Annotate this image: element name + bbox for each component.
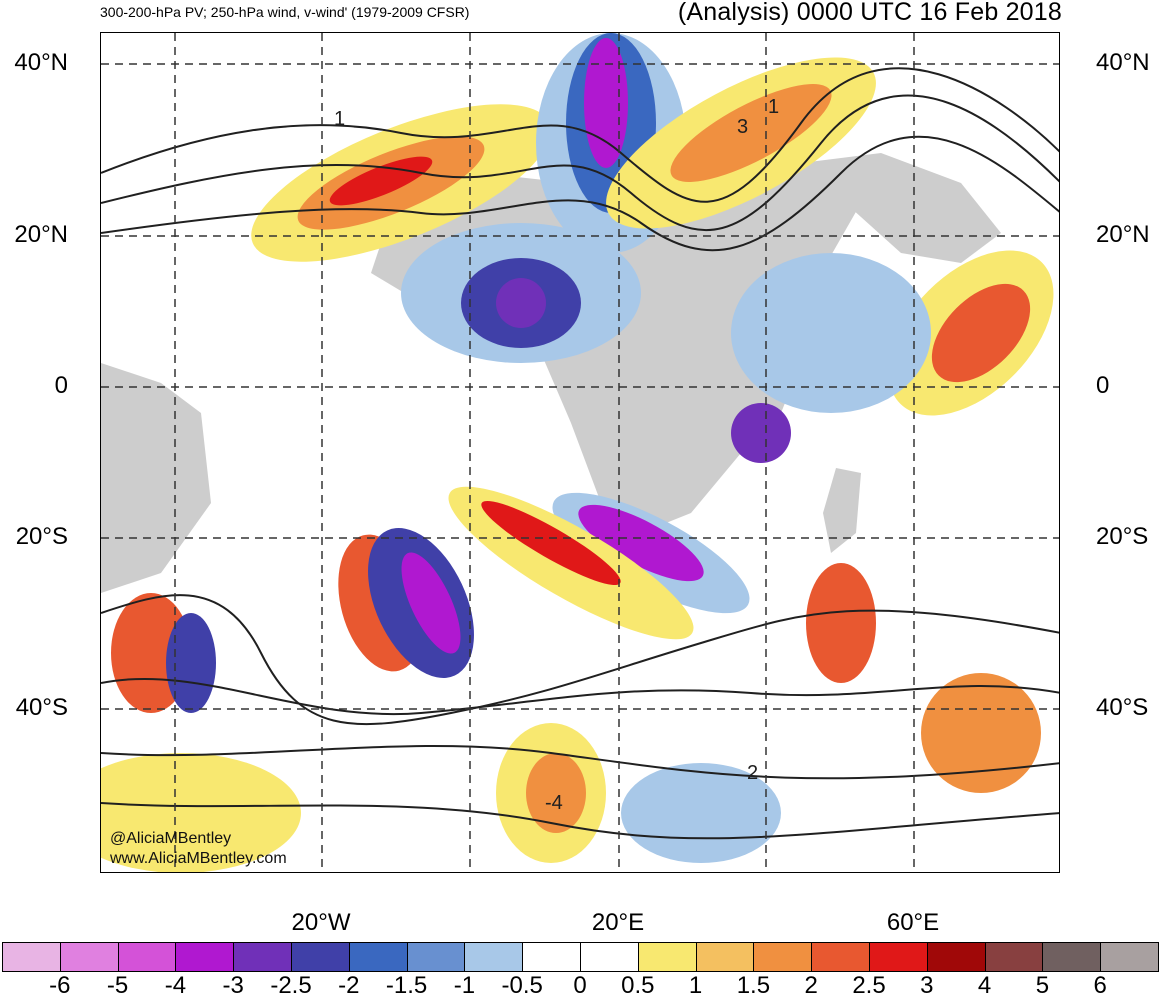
colorbar-swatch [1042, 942, 1102, 972]
colorbar-label: -6 [49, 972, 71, 999]
colorbar-label: 3 [920, 972, 934, 999]
colorbar-swatch [695, 942, 755, 972]
colorbar-swatch [59, 942, 119, 972]
contour-label: -4 [545, 792, 563, 814]
land-arabia [801, 153, 1001, 263]
lon-label: 20°E [591, 909, 645, 936]
colorbar-swatch [811, 942, 870, 972]
credit-site: www.AliciaMBentley.com [110, 850, 287, 867]
contour-label: 1 [768, 96, 779, 118]
field-patch [329, 156, 433, 206]
colorbar-swatch [637, 942, 697, 972]
graticule [101, 33, 1059, 872]
credit-handle: @AliciaMBentley [110, 830, 232, 847]
lon-label: 60°E [886, 909, 940, 936]
colorbar-swatch [406, 942, 466, 972]
land-madagascar [823, 468, 861, 553]
map-panel: 1 3 1 2 -4 [100, 32, 1060, 873]
contour-line [101, 594, 1059, 726]
shaded-fields [101, 33, 1054, 872]
colorbar-label: -1.5 [385, 972, 428, 999]
colorbar-label: 6 [1093, 972, 1107, 999]
lat-label-right: 0 [1096, 372, 1110, 399]
colorbar-label: 0.5 [621, 972, 655, 999]
contour-lines [101, 67, 1059, 840]
field-patch [731, 403, 791, 463]
contour-line [101, 94, 1059, 232]
lat-label-right: 40°N [1096, 49, 1150, 76]
colorbar-label: 1.5 [736, 972, 771, 999]
colorbar-label: 1 [688, 972, 703, 999]
field-patch [166, 613, 216, 713]
lat-label-left: 40°N [14, 49, 68, 76]
colorbar-swatch [579, 942, 639, 972]
colorbar-label: -0.5 [501, 972, 543, 999]
colorbar-label: -4 [164, 972, 187, 999]
colorbar-label: -2 [338, 972, 360, 999]
field-patch [670, 84, 832, 182]
colorbar-label: 2.5 [852, 972, 886, 999]
colorbar-swatch [984, 942, 1044, 972]
colorbar-swatch [926, 942, 986, 972]
chart-title: (Analysis) 0000 UTC 16 Feb 2018 [677, 0, 1062, 26]
colorbar-swatch [868, 942, 928, 972]
lat-label-left: 0 [54, 372, 68, 399]
chart-subtitle: 300-200-hPa PV; 250-hPa wind, v-wind' (1… [100, 4, 470, 20]
colorbar-label: 0 [573, 972, 587, 999]
contour-line [101, 135, 1059, 252]
contour-label: 1 [334, 108, 345, 130]
lon-label: 20°W [291, 909, 351, 936]
lat-label-right: 20°S [1096, 523, 1149, 550]
colorbar-swatch [175, 942, 235, 972]
field-patch [481, 500, 621, 586]
lat-label-right: 20°N [1096, 221, 1150, 248]
colorbar-label: 4 [977, 972, 992, 999]
colorbar-label: 5 [1035, 972, 1050, 999]
colorbar-swatch [348, 942, 408, 972]
field-patch [921, 673, 1041, 793]
colorbar-swatch [117, 942, 177, 972]
contour-label: 3 [737, 116, 748, 138]
colorbar-swatch [2, 942, 61, 972]
colorbar-label: -3 [222, 972, 244, 999]
colorbar-label: -1 [453, 972, 476, 999]
field-patch [526, 753, 586, 833]
colorbar-swatch [1100, 942, 1159, 972]
land-south-america [101, 363, 211, 593]
colorbar-swatch [233, 942, 292, 972]
colorbar-swatch [753, 942, 813, 972]
field-patch [806, 563, 876, 683]
lat-label-right: 40°S [1096, 694, 1149, 721]
contour-line [101, 67, 1059, 203]
contour-line [101, 677, 1059, 716]
colorbar-swatch [464, 942, 524, 972]
field-patch [401, 552, 461, 654]
colorbar-label: -5 [106, 972, 129, 999]
field-patch [101, 753, 301, 872]
field-patch [931, 283, 1031, 383]
field-patch [584, 38, 628, 168]
colorbar-labels: -6 -5 -4 -3 -2.5 -2 -1.5 -1 -0.5 0 0.5 1 1.5 2 2.5 3 4 5 6 [0, 973, 1160, 999]
colorbar-label: -2.5 [270, 972, 312, 999]
contour-labels: 1 3 1 2 -4 [334, 96, 779, 814]
lat-label-left: 20°S [15, 523, 68, 550]
colorbar-label: 2 [804, 972, 818, 999]
field-patch [496, 278, 546, 328]
colorbar-swatch [290, 942, 350, 972]
contour-line [101, 744, 1059, 780]
lat-label-left: 20°N [14, 221, 68, 248]
colorbar-swatch [522, 942, 581, 972]
map-canvas: 1 3 1 2 -4 [101, 33, 1059, 872]
contour-line [101, 802, 1059, 840]
contour-label: 2 [747, 762, 758, 784]
lat-label-left: 40°S [15, 694, 68, 721]
field-patch [731, 253, 931, 413]
field-patch [578, 504, 704, 582]
colorbar [2, 942, 1159, 972]
